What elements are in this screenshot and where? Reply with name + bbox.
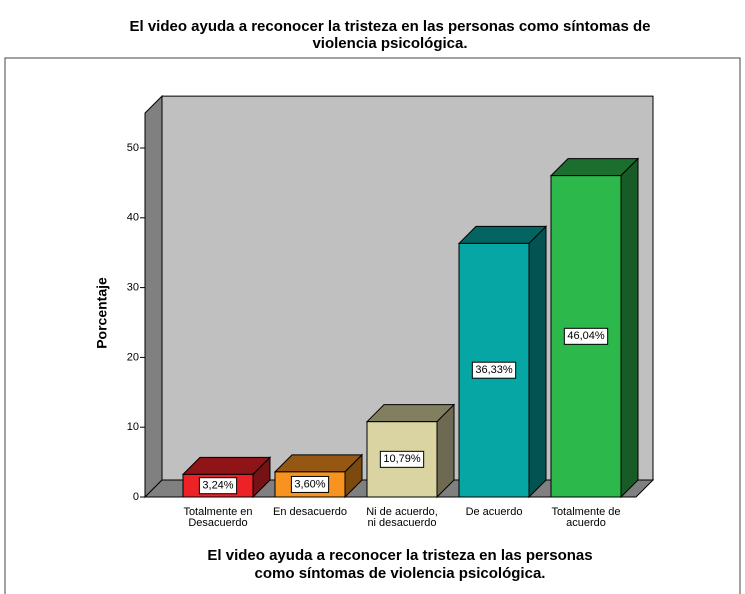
data-label: 36,33% <box>475 364 513 376</box>
frame <box>4 57 741 594</box>
x-tick-label: acuerdo <box>566 517 606 529</box>
data-label: 46,04% <box>567 330 605 342</box>
x-tick-label: En desacuerdo <box>273 506 347 518</box>
data-label-box <box>379 450 425 468</box>
x-axis-title: como síntomas de violencia psicológica. <box>255 565 546 582</box>
bar-side <box>620 157 639 499</box>
data-label: 3,24% <box>202 480 233 492</box>
data-label-box <box>471 361 517 379</box>
x-tick-label: Totalmente en <box>183 506 252 518</box>
y-tick-label: 30 <box>127 282 139 294</box>
chart-title: violencia psicológica. <box>312 35 467 52</box>
data-label: 3,60% <box>294 478 325 490</box>
y-tick-label: 40 <box>127 212 139 224</box>
x-tick-label: Totalmente de <box>551 506 620 518</box>
x-tick-label: Ni de acuerdo, <box>366 506 438 518</box>
y-tick-label: 10 <box>127 421 139 433</box>
y-tick-label: 50 <box>127 142 139 154</box>
bar-side <box>436 403 455 499</box>
data-label-box <box>198 477 238 495</box>
side-wall <box>144 94 163 499</box>
chart-title: El video ayuda a reconocer la tristeza e… <box>129 18 650 35</box>
data-label-box <box>290 475 330 493</box>
x-axis-title: El video ayuda a reconocer la tristeza e… <box>207 547 592 564</box>
data-label-box <box>563 327 609 345</box>
bar-side <box>528 225 547 499</box>
y-tick-label: 0 <box>133 491 139 503</box>
x-tick-label: ni desacuerdo <box>367 517 436 529</box>
y-axis-title: Porcentaje <box>94 277 110 349</box>
x-tick-label: De acuerdo <box>466 506 523 518</box>
y-tick-label: 20 <box>127 351 139 363</box>
data-label: 10,79% <box>383 453 421 465</box>
x-tick-label: Desacuerdo <box>188 517 247 529</box>
